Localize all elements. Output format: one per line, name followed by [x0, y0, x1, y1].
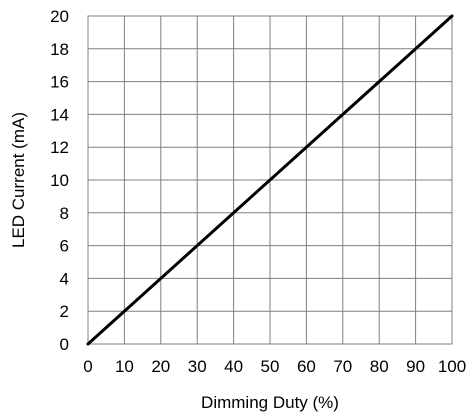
y-tick-label-9: 18 — [50, 40, 69, 59]
x-axis-label: Dimming Duty (%) — [201, 393, 339, 412]
y-tick-labels: 0 2 4 6 8 10 12 14 16 18 20 — [50, 7, 69, 354]
x-tick-label-0: 0 — [83, 357, 92, 376]
y-tick-label-5: 10 — [50, 171, 69, 190]
y-tick-label-1: 2 — [60, 302, 69, 321]
x-tick-label-9: 90 — [406, 357, 425, 376]
x-tick-label-4: 40 — [224, 357, 243, 376]
series-layer — [86, 14, 454, 346]
series-line-0 — [86, 14, 454, 346]
y-tick-label-6: 12 — [50, 138, 69, 157]
x-tick-label-10: 100 — [438, 357, 466, 376]
x-tick-label-5: 50 — [261, 357, 280, 376]
y-tick-label-10: 20 — [50, 7, 69, 26]
x-tick-label-2: 20 — [151, 357, 170, 376]
y-axis-label: LED Current (mA) — [9, 112, 28, 248]
y-tick-label-7: 14 — [50, 105, 69, 124]
x-tick-label-7: 70 — [333, 357, 352, 376]
y-tick-label-4: 8 — [60, 204, 69, 223]
x-tick-labels: 0 10 20 30 40 50 60 70 80 90 100 — [83, 357, 466, 376]
y-tick-label-8: 16 — [50, 73, 69, 92]
y-tick-label-3: 6 — [60, 237, 69, 256]
x-tick-label-1: 10 — [115, 357, 134, 376]
y-tick-label-0: 0 — [60, 335, 69, 354]
plot-area-frame — [87, 15, 453, 345]
x-tick-label-6: 60 — [297, 357, 316, 376]
x-tick-label-8: 80 — [370, 357, 389, 376]
y-tick-label-2: 4 — [60, 269, 69, 288]
x-tick-label-3: 30 — [188, 357, 207, 376]
